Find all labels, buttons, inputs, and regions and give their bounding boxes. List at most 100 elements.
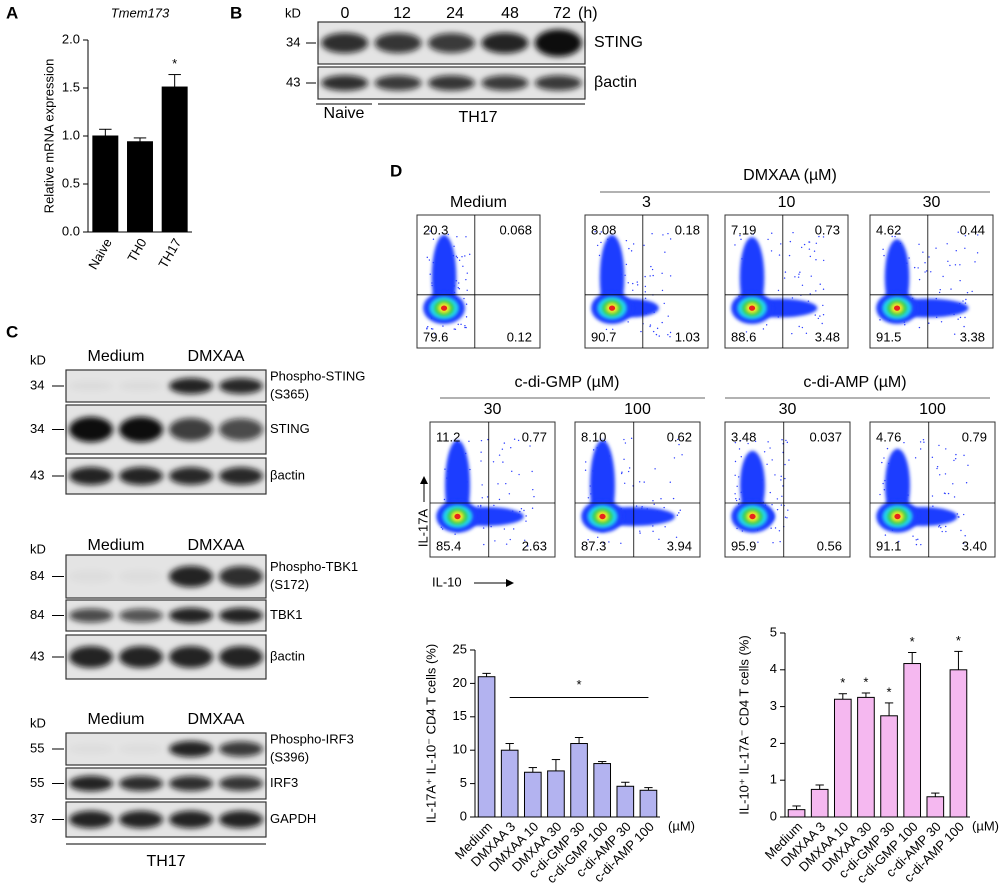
blot-band xyxy=(428,33,475,53)
flow-event xyxy=(798,325,800,328)
flow-event xyxy=(651,268,654,271)
flow-event xyxy=(917,538,919,541)
quadrant-value: 0.77 xyxy=(522,429,547,444)
flow-event xyxy=(883,489,886,491)
flow-event xyxy=(752,233,754,235)
significance: * xyxy=(910,634,915,649)
flow-event xyxy=(669,275,672,277)
flow-event xyxy=(931,456,934,459)
flow-event xyxy=(509,538,511,541)
flow-event xyxy=(801,284,804,287)
flow-event xyxy=(959,316,962,319)
flow-event xyxy=(486,496,489,498)
flow-event xyxy=(747,442,749,445)
column-header: Medium xyxy=(88,537,145,554)
blot-band xyxy=(219,646,263,668)
flow-event xyxy=(780,504,783,506)
flow-event xyxy=(664,251,666,253)
quadrant-value: 0.73 xyxy=(815,222,840,237)
plot-title: 100 xyxy=(919,401,946,418)
flow-event xyxy=(624,482,626,484)
quadrant-value: 88.6 xyxy=(731,329,756,344)
flow-event xyxy=(635,505,638,507)
flow-event xyxy=(963,542,965,545)
flow-event xyxy=(956,513,958,515)
flow-event xyxy=(636,281,638,283)
flow-event xyxy=(788,459,790,461)
flow-event xyxy=(529,445,531,447)
blot-band xyxy=(119,744,163,753)
flow-event xyxy=(734,460,737,463)
flow-event xyxy=(963,454,965,457)
plot-title: 3 xyxy=(642,194,651,211)
plot-title: 30 xyxy=(484,401,502,418)
panel-label: D xyxy=(390,161,402,180)
flow-event xyxy=(920,543,922,546)
flow-density xyxy=(454,513,461,520)
flow-event xyxy=(766,463,768,465)
blot-band xyxy=(219,566,263,587)
flow-event xyxy=(787,509,789,511)
flow-event xyxy=(953,496,956,498)
quadrant-value: 0.62 xyxy=(667,429,692,444)
y-axis-label: IL-17A⁺ IL-10⁻ CD4 T cells (%) xyxy=(423,644,438,823)
significance: * xyxy=(863,674,868,689)
row-label: STING xyxy=(594,34,643,51)
flow-event xyxy=(492,461,495,463)
flow-event xyxy=(505,543,508,545)
flow-event xyxy=(531,470,533,473)
quadrant-value: 1.03 xyxy=(675,329,700,344)
flow-event xyxy=(482,527,485,529)
blot-band xyxy=(169,565,213,588)
flow-event xyxy=(630,437,633,440)
flow-event xyxy=(429,230,431,232)
blot-band xyxy=(169,467,213,485)
flow-event xyxy=(964,535,966,537)
flow-event xyxy=(963,325,965,328)
flow-event xyxy=(808,248,811,250)
flow-event xyxy=(669,481,671,483)
flow-event xyxy=(523,509,525,512)
row-label-site: (S396) xyxy=(270,749,309,764)
flow-event xyxy=(936,466,939,468)
flow-event xyxy=(954,457,957,460)
bar xyxy=(161,86,188,233)
flow-event xyxy=(977,234,979,236)
flow-event xyxy=(458,282,460,284)
flow-event xyxy=(945,448,947,450)
flow-event xyxy=(763,451,766,453)
flow-event xyxy=(965,482,968,484)
flow-event xyxy=(789,240,792,243)
quadrant-value: 91.1 xyxy=(876,538,901,553)
flow-event xyxy=(661,321,663,324)
flow-event xyxy=(884,534,887,536)
flow-event xyxy=(585,461,587,463)
flow-event xyxy=(480,451,482,453)
blot-band xyxy=(69,570,113,583)
flow-event xyxy=(628,467,631,469)
y-tick-label: 4 xyxy=(770,661,777,676)
kd-value: 34 xyxy=(30,377,44,392)
flow-event xyxy=(944,492,946,495)
group-header: DMXAA (µM) xyxy=(743,167,837,184)
flow-event xyxy=(669,331,672,334)
flow-event xyxy=(498,454,501,456)
flow-event xyxy=(813,250,816,252)
column-header: Medium xyxy=(88,348,145,365)
blot-band xyxy=(374,75,422,91)
flow-event xyxy=(508,493,511,495)
flow-event xyxy=(778,530,781,532)
blot-band xyxy=(321,32,369,54)
flow-density xyxy=(893,305,901,311)
flow-event xyxy=(465,236,467,238)
flow-event xyxy=(503,442,506,444)
flow-event xyxy=(427,326,429,328)
flow-event xyxy=(945,525,947,528)
flow-event xyxy=(791,332,793,335)
flow-event xyxy=(780,475,782,478)
flow-event xyxy=(662,234,664,236)
flow-event xyxy=(799,271,801,273)
flow-event xyxy=(939,474,941,476)
plot-title: Medium xyxy=(450,194,507,211)
quadrant-value: 11.2 xyxy=(436,429,460,444)
